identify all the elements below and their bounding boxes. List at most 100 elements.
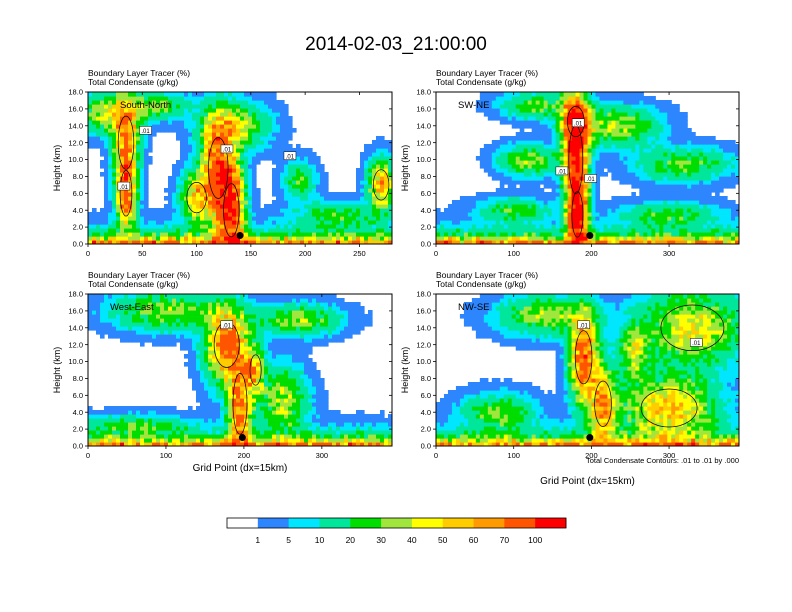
field-cell — [192, 434, 197, 439]
field-cell — [252, 144, 257, 149]
field-cell — [276, 100, 281, 105]
field-cell — [176, 228, 181, 233]
field-cell — [523, 168, 529, 173]
field-cell — [511, 184, 517, 189]
field-cell — [436, 236, 441, 241]
field-cell — [336, 438, 341, 443]
field-cell — [316, 442, 321, 446]
field-cell — [503, 188, 509, 193]
field-cell — [296, 430, 301, 435]
field-cell — [112, 438, 117, 443]
field-cell — [236, 212, 241, 217]
field-cell — [507, 112, 513, 117]
field-cell — [356, 236, 361, 241]
field-cell — [104, 200, 109, 205]
field-cell — [360, 236, 365, 241]
field-cell — [232, 128, 237, 133]
field-cell — [563, 212, 569, 217]
field-cell — [376, 156, 381, 161]
field-cell — [336, 220, 341, 225]
field-cell — [344, 208, 349, 213]
field-cell — [204, 124, 209, 129]
field-cell — [232, 172, 237, 177]
field-cell — [579, 152, 585, 157]
field-cell — [160, 216, 165, 221]
field-cell — [172, 208, 177, 213]
field-cell — [264, 204, 269, 209]
field-cell — [475, 200, 481, 205]
field-cell — [344, 232, 349, 237]
field-cell — [116, 212, 121, 217]
field-cell — [543, 180, 549, 185]
field-cell — [188, 208, 193, 213]
field-cell — [140, 240, 145, 244]
field-cell — [507, 176, 513, 181]
field-cell — [356, 434, 361, 439]
field-cell — [108, 96, 113, 101]
field-cell — [651, 112, 656, 117]
field-cell — [204, 208, 209, 213]
y-tick-label: 6.0 — [421, 189, 431, 198]
field-cell — [535, 128, 541, 133]
field-cell — [220, 172, 225, 177]
field-cell — [691, 184, 696, 189]
field-cell — [248, 112, 253, 117]
field-cell — [559, 104, 565, 109]
field-cell — [284, 212, 289, 217]
field-cell — [324, 434, 329, 439]
field-cell — [280, 128, 285, 133]
field-cell — [192, 176, 197, 181]
field-cell — [583, 92, 589, 97]
field-cell — [116, 108, 121, 113]
field-cell — [475, 240, 481, 244]
field-cell — [316, 240, 321, 244]
field-cell — [260, 148, 265, 153]
field-cell — [108, 156, 113, 161]
field-cell — [567, 152, 573, 157]
field-cell — [599, 152, 605, 157]
field-cell — [659, 164, 664, 169]
field-cell — [156, 92, 161, 97]
field-cell — [683, 212, 688, 217]
field-cell — [659, 220, 664, 225]
condensate-contour — [208, 137, 229, 199]
field-cell — [519, 104, 525, 109]
field-cell — [108, 430, 113, 435]
field-cell — [515, 208, 521, 213]
field-cell — [491, 236, 497, 241]
field-cell — [623, 120, 628, 125]
field-cell — [703, 184, 708, 189]
field-cell — [587, 188, 593, 193]
field-cell — [264, 236, 269, 241]
field-cell — [156, 108, 161, 113]
field-cell — [288, 144, 293, 149]
field-cell — [272, 216, 277, 221]
field-cell — [535, 168, 541, 173]
field-cell — [124, 144, 129, 149]
field-cell — [663, 216, 668, 221]
field-cell — [244, 204, 249, 209]
field-cell — [679, 152, 684, 157]
field-cell — [148, 120, 153, 125]
field-cell — [511, 164, 517, 169]
field-cell — [380, 434, 385, 439]
field-cell — [695, 216, 700, 221]
field-cell — [583, 140, 589, 145]
field-cell — [260, 124, 265, 129]
field-cell — [507, 136, 513, 141]
field-cell — [216, 92, 221, 97]
field-cell — [204, 144, 209, 149]
field-cell — [160, 430, 165, 435]
field-cell — [479, 196, 485, 201]
field-cell — [599, 204, 605, 209]
field-cell — [184, 232, 189, 237]
field-cell — [659, 196, 664, 201]
field-cell — [511, 220, 517, 225]
field-cell — [164, 434, 169, 439]
field-cell — [495, 216, 501, 221]
field-cell — [731, 180, 736, 185]
field-cell — [180, 160, 185, 165]
field-cell — [515, 212, 521, 217]
field-cell — [148, 236, 153, 241]
field-cell — [643, 120, 648, 125]
